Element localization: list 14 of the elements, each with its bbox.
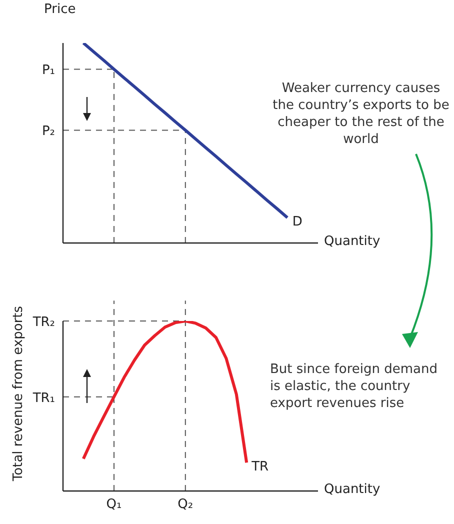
series-label: D xyxy=(292,214,302,230)
ref-line-label: P₂ xyxy=(42,124,55,140)
x-tick-label: Q₂ xyxy=(178,497,194,512)
ref-line-label: TR₂ xyxy=(32,315,55,330)
x-tick-label: Q₁ xyxy=(106,497,122,512)
ref-line-label: P₁ xyxy=(42,63,55,78)
annotation: But since foreign demand is elastic, the country export revenues rise xyxy=(270,361,438,412)
x-axis-title: Quantity xyxy=(324,482,380,497)
annotation: Weaker currency causes the country’s exports to be cheaper to the rest of the world xyxy=(272,80,450,148)
ref-line-label: TR₁ xyxy=(32,390,55,406)
y-axis-title: Price xyxy=(44,2,76,17)
series-label: TR xyxy=(250,460,269,475)
y-axis-title: Total revenue from exports xyxy=(12,306,26,482)
x-axis-title: Quantity xyxy=(324,234,380,249)
